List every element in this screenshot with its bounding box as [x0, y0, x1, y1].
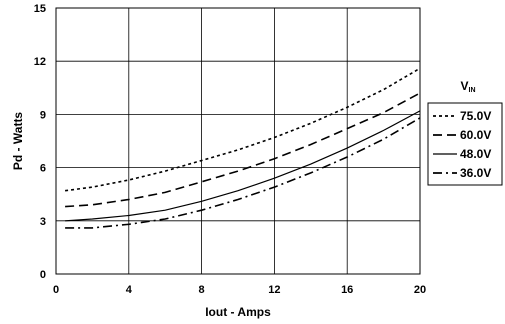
series-lines: [64, 67, 421, 229]
x-tick-label: 0: [53, 284, 59, 296]
grid: [55, 7, 421, 275]
y-tick-label: 15: [34, 3, 46, 15]
x-tick-label: 12: [268, 284, 280, 296]
x-tick-label: 8: [199, 284, 205, 296]
legend-label: 36.0V: [460, 166, 491, 180]
legend-label: 75.0V: [460, 109, 491, 123]
series-line-48.0V: [65, 110, 421, 222]
y-tick-label: 9: [40, 109, 46, 121]
legend-items: 75.0V 60.0V 48.0V 36.0V: [433, 109, 491, 180]
y-tick-label: 0: [40, 269, 46, 281]
series-line-36.0V: [65, 117, 421, 229]
x-tick-label: 20: [414, 284, 426, 296]
x-tick-label: 4: [126, 284, 133, 296]
legend-title-main: V: [460, 79, 468, 93]
legend-label: 60.0V: [460, 128, 491, 142]
x-tick-label: 16: [341, 284, 353, 296]
x-axis-title: Iout - Amps: [205, 305, 271, 319]
plot-frame: [55, 7, 421, 275]
y-axis-title: Pd - Watts: [11, 112, 25, 171]
x-tick-labels: 0 4 8 12 16 20: [53, 284, 426, 296]
y-tick-label: 12: [34, 56, 46, 68]
y-tick-label: 3: [40, 216, 46, 228]
legend-title-sub: IN: [469, 87, 476, 94]
legend-title: VIN: [460, 79, 475, 94]
y-tick-labels: 0 3 6 9 12 15: [34, 3, 46, 281]
series-line-75.0V: [64, 67, 421, 192]
legend-label: 48.0V: [460, 147, 491, 161]
y-tick-label: 6: [40, 163, 46, 175]
